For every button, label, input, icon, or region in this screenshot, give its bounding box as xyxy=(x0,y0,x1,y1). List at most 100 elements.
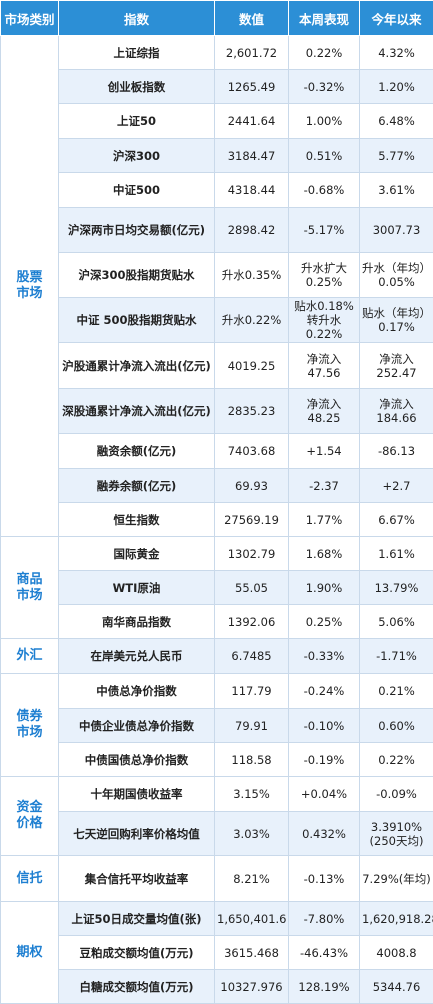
index-name: 沪深300 xyxy=(59,139,215,173)
ytd-cell: 3007.73 xyxy=(360,208,433,253)
value-cell: 10327.976 xyxy=(215,970,289,1004)
table-row: 债券市场 中债总净价指数 117.79 -0.24% 0.21% xyxy=(1,674,433,709)
ytd-cell: 1.20% xyxy=(360,70,433,104)
value-cell: 1302.79 xyxy=(215,537,289,571)
ytd-cell: 1.61% xyxy=(360,537,433,571)
ytd-cell: 升水（年均）0.05% xyxy=(360,253,433,298)
ytd-cell: 贴水（年均）0.17% xyxy=(360,298,433,343)
value-cell: 3.15% xyxy=(215,777,289,812)
table-row: 上证50 2441.64 1.00% 6.48% xyxy=(1,104,433,139)
header-week: 本周表现 xyxy=(289,1,360,36)
table-row: 信托 集合信托平均收益率 8.21% -0.13% 7.29%(年均) xyxy=(1,856,433,902)
index-name: 七天逆回购利率价格均值 xyxy=(59,812,215,856)
week-cell: 0.25% xyxy=(289,605,360,639)
value-cell: 27569.19 xyxy=(215,503,289,537)
ytd-cell: 1,620,918.28 xyxy=(360,902,433,936)
ytd-cell: 4008.8 xyxy=(360,936,433,970)
table-row: 白糖成交额均值(万元) 10327.976 128.19% 5344.76 xyxy=(1,970,433,1004)
value-cell: 79.91 xyxy=(215,709,289,743)
week-cell: -46.43% xyxy=(289,936,360,970)
index-name: WTI原油 xyxy=(59,571,215,605)
table-row: 豆粕成交额均值(万元) 3615.468 -46.43% 4008.8 xyxy=(1,936,433,970)
value-cell: 117.79 xyxy=(215,674,289,709)
value-cell: 69.93 xyxy=(215,469,289,503)
index-name: 上证50 xyxy=(59,104,215,139)
index-name: 豆粕成交额均值(万元) xyxy=(59,936,215,970)
week-cell: 0.51% xyxy=(289,139,360,173)
week-cell: +1.54 xyxy=(289,434,360,469)
index-name: 恒生指数 xyxy=(59,503,215,537)
table-row: 融券余额(亿元) 69.93 -2.37 +2.7 xyxy=(1,469,433,503)
index-name: 创业板指数 xyxy=(59,70,215,104)
week-cell: -0.33% xyxy=(289,639,360,674)
value-cell: 1,650,401.6 xyxy=(215,902,289,936)
week-cell: -7.80% xyxy=(289,902,360,936)
table-row: 中证 500股指期货贴水 升水0.22% 贴水0.18%转升水0.22% 贴水（… xyxy=(1,298,433,343)
ytd-cell: 7.29%(年均) xyxy=(360,856,433,902)
index-name: 中证500 xyxy=(59,173,215,208)
table-row: 恒生指数 27569.19 1.77% 6.67% xyxy=(1,503,433,537)
table-row: 中证500 4318.44 -0.68% 3.61% xyxy=(1,173,433,208)
index-name: 沪深300股指期货贴水 xyxy=(59,253,215,298)
value-cell: 4019.25 xyxy=(215,343,289,389)
table-row: 沪深两市日均交易额(亿元) 2898.42 -5.17% 3007.73 xyxy=(1,208,433,253)
ytd-cell: 3.61% xyxy=(360,173,433,208)
value-cell: 升水0.35% xyxy=(215,253,289,298)
week-cell: -5.17% xyxy=(289,208,360,253)
category-stock: 股票市场 xyxy=(1,36,59,537)
week-cell: 0.432% xyxy=(289,812,360,856)
week-cell: -0.13% xyxy=(289,856,360,902)
ytd-cell: 净流入184.66 xyxy=(360,389,433,434)
week-cell: 128.19% xyxy=(289,970,360,1004)
header-value: 数值 xyxy=(215,1,289,36)
category-fx: 外汇 xyxy=(1,639,59,674)
table-row: 中债国债总净价指数 118.58 -0.19% 0.22% xyxy=(1,743,433,777)
ytd-cell: -1.71% xyxy=(360,639,433,674)
week-cell: 贴水0.18%转升水0.22% xyxy=(289,298,360,343)
table-row: 股票市场 上证综指 2,601.72 0.22% 4.32% xyxy=(1,36,433,70)
index-name: 白糖成交额均值(万元) xyxy=(59,970,215,1004)
value-cell: 2898.42 xyxy=(215,208,289,253)
week-cell: -0.32% xyxy=(289,70,360,104)
week-cell: 升水扩大0.25% xyxy=(289,253,360,298)
ytd-cell: 3.3910%(250天均) xyxy=(360,812,433,856)
ytd-cell: 净流入252.47 xyxy=(360,343,433,389)
week-cell: -0.19% xyxy=(289,743,360,777)
value-cell: 2835.23 xyxy=(215,389,289,434)
value-cell: 7403.68 xyxy=(215,434,289,469)
category-option: 期权 xyxy=(1,902,59,1004)
value-cell: 3615.468 xyxy=(215,936,289,970)
ytd-cell: +2.7 xyxy=(360,469,433,503)
week-cell: -0.10% xyxy=(289,709,360,743)
value-cell: 8.21% xyxy=(215,856,289,902)
value-cell: 1265.49 xyxy=(215,70,289,104)
week-cell: 净流入48.25 xyxy=(289,389,360,434)
category-funding: 资金价格 xyxy=(1,777,59,856)
value-cell: 升水0.22% xyxy=(215,298,289,343)
ytd-cell: 0.22% xyxy=(360,743,433,777)
table-row: 七天逆回购利率价格均值 3.03% 0.432% 3.3910%(250天均) xyxy=(1,812,433,856)
ytd-cell: 4.32% xyxy=(360,36,433,70)
ytd-cell: 6.48% xyxy=(360,104,433,139)
value-cell: 4318.44 xyxy=(215,173,289,208)
index-name: 中债国债总净价指数 xyxy=(59,743,215,777)
table-row: 资金价格 十年期国债收益率 3.15% +0.04% -0.09% xyxy=(1,777,433,812)
index-name: 集合信托平均收益率 xyxy=(59,856,215,902)
header-category: 市场类别 xyxy=(1,1,59,36)
index-name: 沪深两市日均交易额(亿元) xyxy=(59,208,215,253)
category-commodity: 商品市场 xyxy=(1,537,59,639)
week-cell: 1.00% xyxy=(289,104,360,139)
index-name: 中证 500股指期货贴水 xyxy=(59,298,215,343)
value-cell: 3.03% xyxy=(215,812,289,856)
index-name: 深股通累计净流入流出(亿元) xyxy=(59,389,215,434)
week-cell: -0.24% xyxy=(289,674,360,709)
index-name: 沪股通累计净流入流出(亿元) xyxy=(59,343,215,389)
table-row: 南华商品指数 1392.06 0.25% 5.06% xyxy=(1,605,433,639)
table-row: 沪深300股指期货贴水 升水0.35% 升水扩大0.25% 升水（年均）0.05… xyxy=(1,253,433,298)
index-name: 融资余额(亿元) xyxy=(59,434,215,469)
value-cell: 6.7485 xyxy=(215,639,289,674)
value-cell: 3184.47 xyxy=(215,139,289,173)
week-cell: -2.37 xyxy=(289,469,360,503)
value-cell: 118.58 xyxy=(215,743,289,777)
